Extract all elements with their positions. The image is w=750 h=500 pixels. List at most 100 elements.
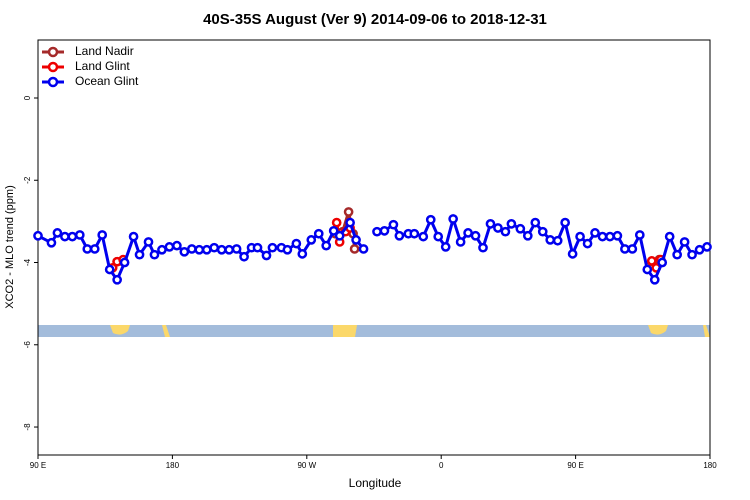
data-point — [493, 223, 503, 233]
data-point — [409, 228, 420, 239]
data-point — [372, 226, 382, 237]
data-point — [702, 242, 712, 252]
data-point — [321, 240, 332, 251]
land — [648, 325, 668, 335]
data-point — [433, 231, 444, 242]
legend-label: Ocean Glint — [75, 74, 139, 88]
data-point — [582, 238, 593, 249]
data-point — [358, 244, 369, 254]
ocean-band — [38, 325, 710, 337]
data-point — [89, 244, 100, 254]
data-point — [172, 240, 182, 251]
data-point — [612, 230, 623, 241]
data-point — [328, 225, 339, 236]
data-point — [627, 244, 638, 254]
data-point — [500, 226, 511, 237]
data-point — [575, 231, 585, 242]
data-point — [119, 257, 130, 268]
data-point — [297, 249, 308, 259]
data-point — [128, 231, 139, 242]
data-point — [224, 244, 234, 255]
y-tick-label: -8 — [23, 423, 32, 431]
data-point — [679, 237, 690, 247]
data-point — [646, 256, 657, 266]
x-tick-label: 90 E — [30, 461, 46, 470]
legend-marker — [47, 76, 59, 88]
data-point — [82, 244, 93, 254]
data-point — [379, 225, 390, 236]
x-tick-label: 90 E — [567, 461, 583, 470]
data-point — [672, 249, 682, 260]
data-point — [642, 264, 653, 275]
x-tick-label: 180 — [166, 461, 180, 470]
data-point — [463, 228, 473, 238]
data-point — [388, 219, 399, 230]
data-point — [306, 235, 317, 245]
data-point — [418, 231, 429, 242]
data-point — [67, 231, 78, 242]
data-point — [239, 251, 249, 262]
data-point — [112, 274, 122, 285]
data-point — [179, 246, 190, 257]
x-tick-label: 90 W — [297, 461, 316, 470]
x-tick-label: 180 — [703, 461, 717, 470]
data-point — [313, 228, 324, 239]
data-point — [506, 219, 517, 229]
data-point — [33, 230, 43, 241]
data-point — [331, 217, 342, 228]
data-point — [560, 217, 570, 228]
data-point — [216, 244, 227, 255]
data-point — [97, 230, 108, 240]
data-point — [74, 230, 85, 240]
data-point — [455, 237, 466, 247]
plot-frame — [37, 39, 711, 456]
data-point — [649, 274, 660, 285]
legend-marker — [47, 61, 59, 73]
data-point — [530, 217, 541, 228]
data-point — [545, 235, 556, 245]
data-point — [267, 242, 278, 253]
data-point — [209, 242, 220, 253]
data-point — [634, 230, 645, 240]
land-strip — [38, 325, 710, 337]
data-point — [334, 230, 345, 241]
data-point — [440, 242, 451, 252]
data-point — [261, 250, 272, 261]
y-tick-label: -6 — [23, 341, 32, 349]
data-point — [46, 237, 57, 248]
legend-marker — [47, 46, 59, 58]
land — [110, 325, 130, 335]
data-point — [194, 244, 205, 255]
data-point — [590, 228, 600, 238]
legend-label: Land Nadir — [75, 44, 134, 58]
y-tick-label: -2 — [23, 176, 32, 184]
data-point — [104, 264, 115, 275]
data-point — [252, 242, 263, 253]
data-point — [552, 235, 563, 246]
data-point — [478, 242, 488, 253]
data-point — [448, 214, 458, 224]
y-axis-label: XCO2 - MLO trend (ppm) — [4, 185, 16, 308]
data-point — [52, 228, 63, 238]
data-point — [164, 242, 175, 252]
y-tick-label: -4 — [23, 258, 32, 266]
data-point — [470, 230, 481, 241]
data-point — [394, 230, 405, 241]
data-point — [349, 244, 360, 254]
data-point — [485, 219, 496, 229]
land — [703, 325, 710, 337]
data-point — [694, 244, 705, 255]
data-point — [351, 235, 361, 245]
data-point — [657, 257, 668, 268]
data-point — [425, 214, 436, 225]
data-point — [60, 231, 70, 242]
data-point — [567, 249, 578, 259]
data-point — [537, 226, 548, 237]
land — [162, 325, 170, 337]
land — [333, 325, 357, 337]
data-point — [231, 244, 242, 254]
data-point — [345, 217, 355, 228]
data-point — [157, 244, 167, 255]
